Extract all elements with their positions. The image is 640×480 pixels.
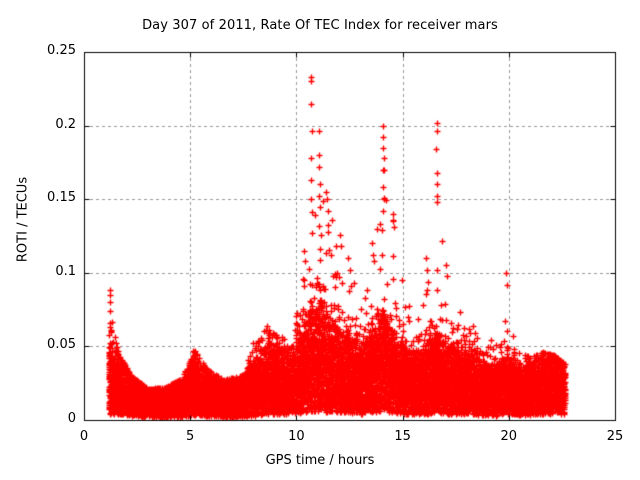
x-axis-label: GPS time / hours [265, 453, 375, 468]
y-axis-tick-4: 0.2 [55, 116, 76, 132]
x-axis-tick-0: 0 [79, 429, 89, 444]
y-axis-tick-0: 0 [67, 411, 76, 426]
x-axis-tick-3: 15 [394, 429, 411, 444]
y-axis-tick-5: 0.25 [47, 43, 76, 58]
y-axis-tick-2: 0.1 [55, 263, 76, 279]
y-axis-tick-1: 0.05 [47, 337, 76, 353]
x-axis-tick-1: 5 [186, 429, 195, 444]
y-axis-tick-3: 0.15 [47, 190, 76, 206]
x-axis-tick-4: 20 [500, 429, 518, 444]
x-axis-tick-5: 25 [606, 429, 624, 444]
x-axis-tick-2: 10 [288, 429, 305, 444]
